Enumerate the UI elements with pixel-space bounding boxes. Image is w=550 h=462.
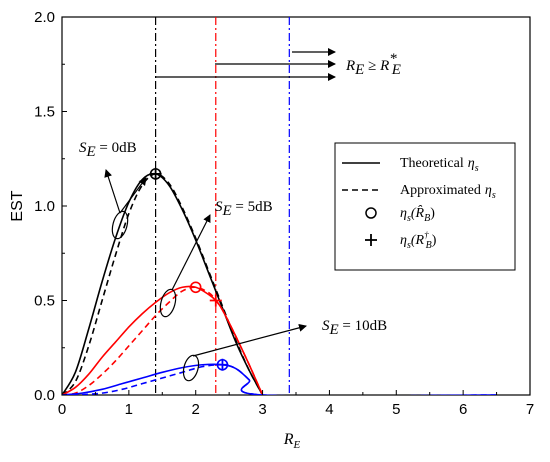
y-axis-label: EST	[9, 190, 26, 221]
legend: Theoretical ηs Approximated ηs ηs(R̂B) ηs(…	[334, 142, 516, 271]
y-tick-label-4: 2.0	[34, 9, 55, 26]
theoretical-curve-2	[62, 363, 497, 395]
y-tick-label-0: 0.0	[34, 387, 55, 404]
axis-ticks: 0 1 2 3 4 5 6 7 0.0 0.5 1.0 1.5 2.0	[34, 9, 534, 418]
svg-text:SE = 10dB: SE = 10dB	[322, 318, 387, 338]
legend-item-theoretical: Theoretical ηs	[342, 156, 479, 174]
curves	[62, 172, 497, 395]
theoretical-curve-1	[62, 285, 264, 395]
approximated-curve-1	[62, 286, 264, 395]
x-tick-label-0: 0	[58, 401, 66, 418]
optimum-markers	[149, 167, 229, 371]
svg-text:ηs(R†B): ηs(R† B)	[400, 230, 437, 251]
x-axis-label: RE	[283, 431, 301, 451]
threshold-lines	[155, 17, 290, 395]
x-tick-label-5: 5	[392, 401, 400, 418]
y-tick-label-1: 0.5	[34, 293, 55, 310]
theoretical-curve-0	[62, 172, 264, 395]
svg-text:SE = 0dB: SE = 0dB	[79, 140, 137, 160]
legend-item-approximated: Approximated ηs	[342, 183, 496, 201]
x-tick-label-4: 4	[325, 401, 333, 418]
x-tick-label-6: 6	[459, 401, 467, 418]
annotation-threshold: RE ≥ R* E	[155, 48, 401, 81]
optimum-plus-0	[149, 167, 162, 180]
svg-text:SE = 5dB: SE = 5dB	[215, 199, 273, 219]
y-tick-label-3: 1.5	[34, 104, 55, 121]
y-tick-label-2: 1.0	[34, 198, 55, 215]
svg-text:RE ≥ R*E: RE ≥ R* E	[345, 51, 401, 78]
x-tick-label-2: 2	[192, 401, 200, 418]
legend-item-circle: ηs(R̂B)	[365, 205, 435, 224]
annotation-se-10db: SE = 10dB	[182, 318, 387, 382]
legend-item-plus: ηs(R† B)	[365, 230, 437, 251]
annotation-se-5db: SE = 5dB	[159, 199, 273, 318]
optimum-circle-1	[189, 281, 202, 294]
optimum-plus-2	[216, 358, 229, 371]
annotation-se-0db: SE = 0dB	[79, 140, 147, 240]
optimum-plus-1	[209, 294, 222, 307]
x-tick-label-1: 1	[125, 401, 133, 418]
x-tick-label-3: 3	[258, 401, 266, 418]
svg-text:ηs(R̂B): ηs(R̂B)	[400, 205, 435, 224]
approximated-curve-2	[62, 363, 497, 395]
x-tick-label-7: 7	[526, 401, 534, 418]
